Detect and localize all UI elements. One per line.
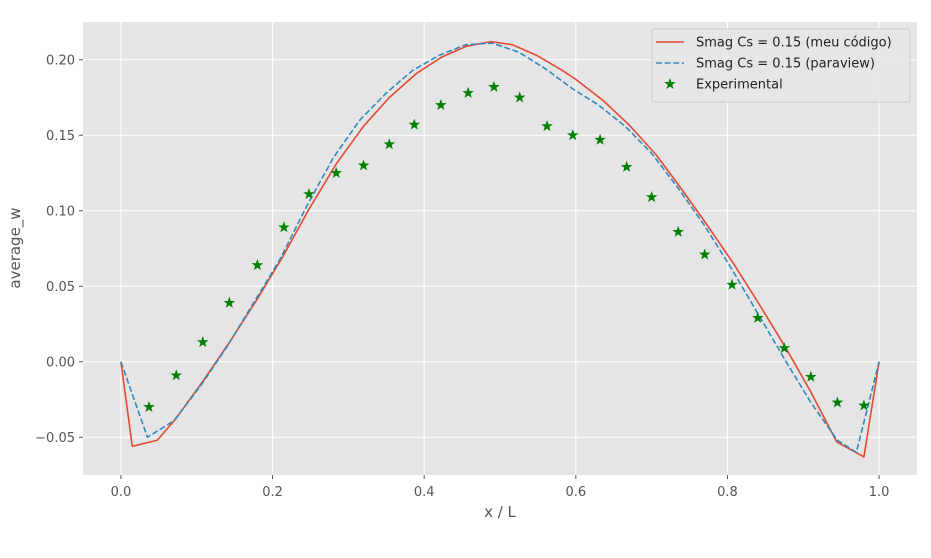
data-point	[462, 86, 474, 98]
legend-label: Smag Cs = 0.15 (meu código)	[696, 36, 892, 51]
y-tick-label: 0.00	[46, 355, 75, 370]
series-line	[120, 40, 880, 458]
y-tick-label: 0.15	[46, 129, 75, 144]
data-point	[303, 188, 315, 200]
data-point	[357, 159, 370, 171]
y-tick-label: 0.05	[46, 280, 75, 295]
data-point	[251, 259, 264, 271]
y-tick-label: −0.05	[35, 431, 75, 446]
data-point	[751, 311, 764, 323]
data-point	[566, 129, 579, 141]
x-tick-label: 1.0	[869, 485, 890, 500]
data-point	[831, 396, 844, 408]
legend-label: Smag Cs = 0.15 (paraview)	[696, 57, 875, 72]
y-tick-label: 0.20	[46, 53, 75, 68]
x-tick-label: 0.0	[111, 485, 132, 500]
data-point	[645, 191, 658, 203]
series-1	[120, 40, 880, 458]
data-point	[541, 120, 553, 132]
x-tick-label: 0.4	[414, 485, 435, 500]
legend-marker	[664, 77, 676, 89]
data-point	[488, 80, 500, 92]
data-point	[435, 98, 447, 110]
data-point	[858, 399, 870, 411]
legend-label: Experimental	[696, 78, 783, 93]
data-point	[196, 336, 209, 348]
ticks: 0.0 0.2 0.4 0.6 0.8 1.0 −0.05 0.00 0.05 0.10 0.15 0…	[35, 53, 889, 500]
data-point	[330, 166, 343, 178]
series-3	[143, 80, 870, 412]
x-tick-label: 0.6	[565, 485, 586, 500]
data-point	[672, 225, 684, 237]
data-point	[805, 370, 817, 382]
y-tick-label: 0.10	[46, 204, 75, 219]
y-axis-label: average_w	[6, 207, 25, 288]
data-point	[594, 133, 606, 145]
data-point	[170, 369, 183, 381]
grid	[83, 22, 917, 475]
legend: Smag Cs = 0.15 (meu código) Smag Cs = 0.1…	[651, 28, 911, 103]
data-point	[408, 118, 421, 130]
data-point	[383, 138, 396, 150]
legend-box	[651, 28, 911, 103]
x-axis-label: x / L	[484, 503, 516, 521]
data-point	[513, 91, 526, 103]
data-point	[620, 160, 633, 172]
data-point	[698, 248, 711, 260]
data-point	[726, 278, 738, 290]
data-point	[778, 342, 791, 354]
series-layer	[120, 40, 880, 458]
data-point	[223, 296, 236, 308]
series-2	[120, 42, 880, 454]
series-line	[120, 42, 880, 454]
x-tick-label: 0.8	[717, 485, 738, 500]
data-point	[143, 400, 155, 412]
data-point	[278, 221, 290, 233]
x-tick-label: 0.2	[262, 485, 283, 500]
